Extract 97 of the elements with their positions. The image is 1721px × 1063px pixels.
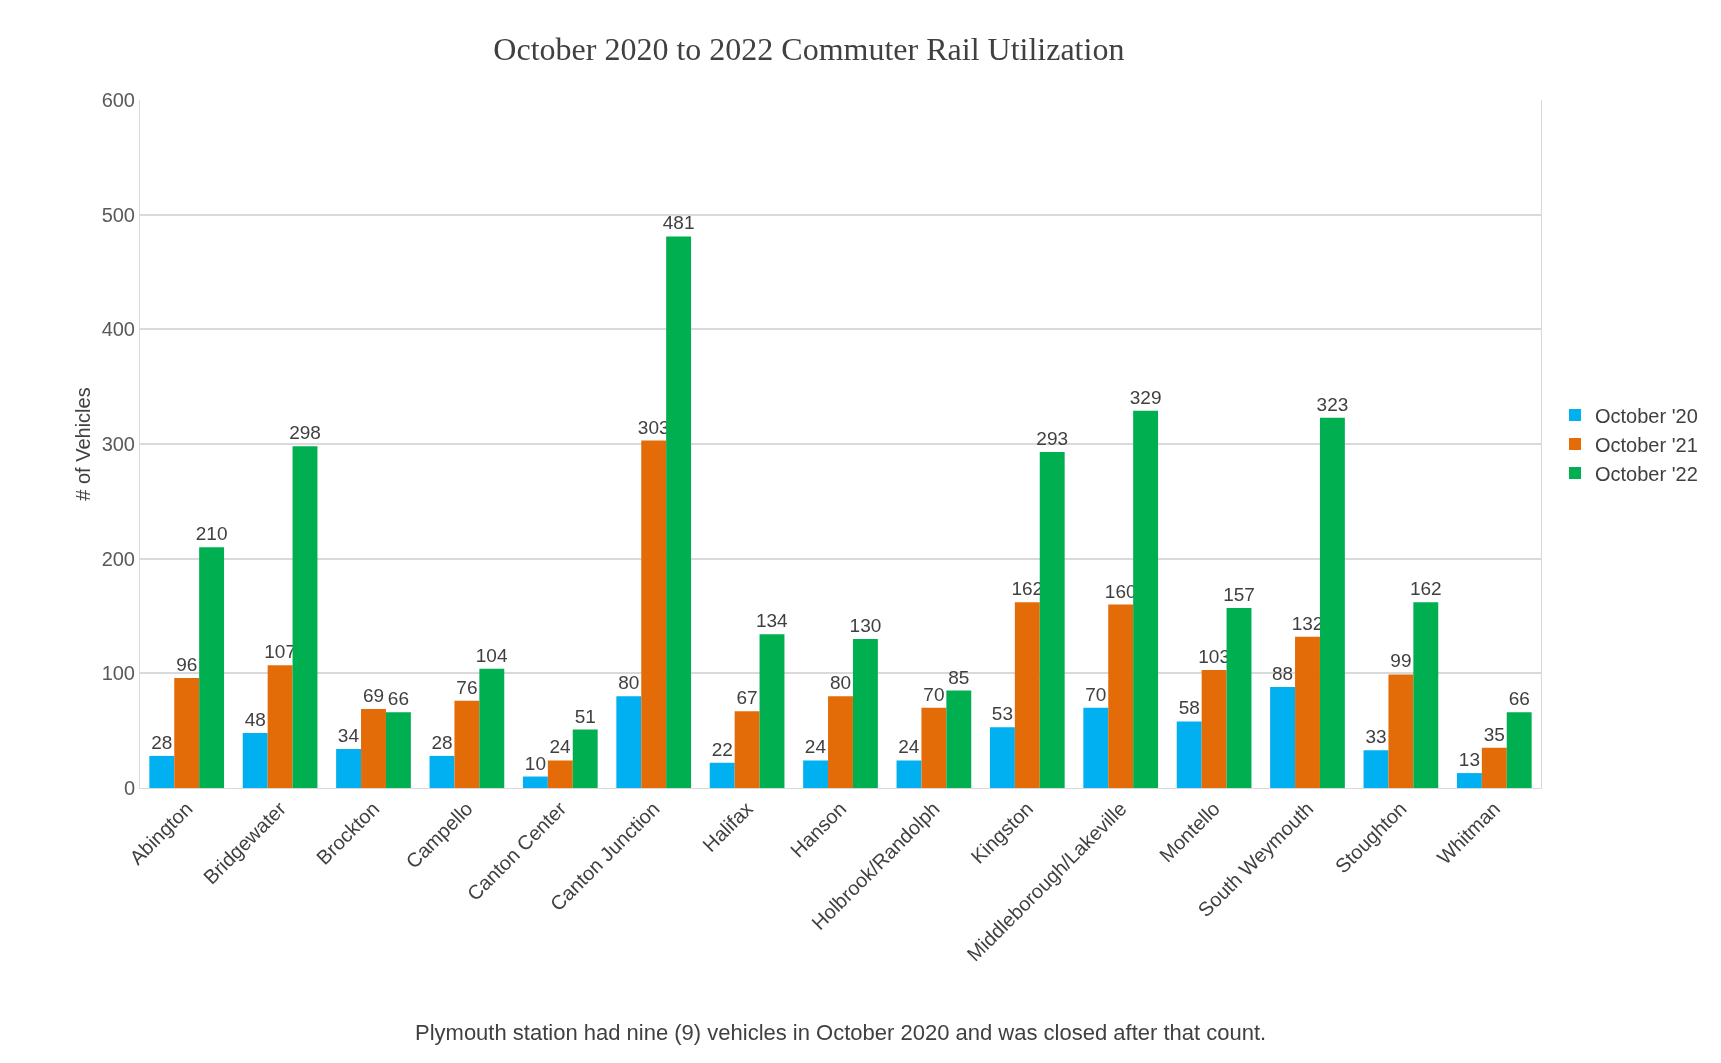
bar	[1388, 674, 1414, 788]
bar	[292, 446, 318, 788]
bar	[1176, 721, 1202, 788]
bar	[336, 749, 362, 788]
data-label: 10	[524, 752, 546, 774]
data-label: 34	[337, 725, 360, 747]
bar	[734, 711, 760, 788]
data-label: 51	[574, 705, 596, 727]
bar	[1481, 747, 1507, 788]
chart-title: October 2020 to 2022 Commuter Rail Utilization	[493, 30, 1125, 67]
data-label: 157	[1223, 583, 1255, 605]
data-label: 210	[195, 523, 228, 545]
bar	[666, 236, 692, 788]
bar	[242, 732, 268, 788]
bar	[1039, 452, 1065, 788]
bar	[1506, 712, 1532, 788]
bar	[1319, 417, 1345, 788]
data-label: 28	[151, 731, 173, 753]
legend-label: October '21	[1595, 433, 1698, 456]
data-label: 13	[1458, 749, 1480, 771]
data-label: 67	[736, 687, 758, 709]
bar	[1456, 773, 1482, 788]
data-label: 48	[244, 708, 266, 730]
data-label: 24	[549, 736, 572, 758]
data-label: 293	[1036, 428, 1069, 450]
data-label: 35	[1483, 723, 1505, 745]
data-label: 298	[289, 422, 321, 444]
bar	[361, 708, 386, 788]
y-axis-title: # of Vehicles	[72, 387, 94, 501]
data-label: 162	[1409, 578, 1442, 600]
bar	[479, 668, 505, 788]
bar	[1295, 636, 1320, 788]
data-label: 53	[991, 703, 1013, 725]
data-label: 85	[948, 666, 970, 688]
data-label: 323	[1316, 393, 1349, 415]
data-label: 66	[1508, 688, 1530, 710]
bar	[572, 729, 598, 788]
bar	[1083, 707, 1109, 788]
bar	[1413, 602, 1439, 788]
bar	[1226, 607, 1252, 788]
bar	[641, 440, 667, 788]
bar	[1133, 410, 1159, 788]
bar	[454, 700, 480, 788]
data-label: 58	[1178, 697, 1200, 719]
data-label: 134	[755, 610, 789, 632]
data-label: 88	[1272, 663, 1294, 685]
bar	[1201, 669, 1227, 788]
y-tick-label: 400	[101, 318, 135, 341]
bar	[989, 727, 1015, 788]
data-label: 96	[176, 653, 198, 675]
bar	[1014, 602, 1040, 788]
bar	[828, 696, 853, 788]
bar	[149, 755, 175, 788]
bar	[616, 696, 642, 788]
data-label: 76	[456, 676, 478, 698]
bar	[709, 762, 735, 788]
bar	[522, 776, 548, 788]
bar	[174, 677, 200, 788]
data-label: 70	[923, 683, 945, 705]
bar	[429, 755, 455, 788]
bar	[1108, 604, 1134, 788]
data-label: 70	[1085, 683, 1107, 705]
data-label: 80	[829, 672, 852, 694]
bar	[547, 760, 573, 788]
bar	[1270, 687, 1296, 788]
data-label: 69	[362, 684, 385, 706]
text: Plymouth station had nine (9) vehicles in October 2020 and was closed after that count.	[415, 1020, 1267, 1045]
data-label: 24	[804, 736, 827, 758]
bar	[921, 707, 947, 788]
data-label: 24	[898, 736, 920, 758]
bar	[759, 634, 785, 788]
y-tick-label: 300	[101, 433, 135, 455]
bar	[1363, 750, 1389, 788]
y-tick-label: 500	[101, 203, 135, 226]
y-tick-label: 100	[101, 662, 135, 685]
bar	[896, 760, 922, 788]
data-label: 329	[1129, 386, 1162, 408]
legend-label: October '22	[1595, 462, 1698, 485]
data-label: 66	[387, 688, 409, 710]
data-label: 99	[1390, 650, 1412, 672]
bar	[199, 547, 225, 788]
bar	[803, 760, 829, 788]
bar	[852, 638, 878, 788]
y-tick-label: 200	[101, 547, 135, 570]
bar	[946, 690, 972, 788]
data-label: 28	[431, 731, 453, 753]
bar	[267, 665, 293, 788]
data-label: 130	[849, 614, 882, 636]
bar	[385, 712, 411, 788]
y-tick-label: 0	[123, 777, 135, 799]
data-label: 80	[618, 672, 640, 694]
data-label: 22	[711, 738, 733, 760]
data-label: 104	[475, 644, 508, 666]
data-label: 33	[1365, 726, 1387, 748]
data-label: 481	[662, 212, 695, 234]
y-tick-label: 600	[101, 89, 135, 111]
legend-label: October '20	[1595, 404, 1698, 427]
